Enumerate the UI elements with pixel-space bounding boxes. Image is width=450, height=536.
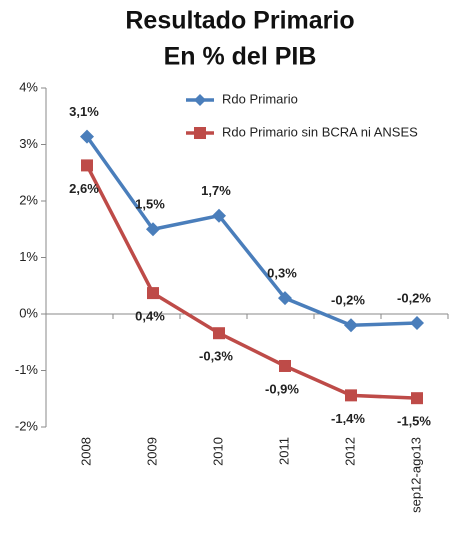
data-label: -1,5% (397, 414, 431, 429)
x-tick-label: 2009 (144, 437, 159, 466)
y-tick-label: -1% (15, 362, 39, 377)
point-marker (147, 287, 159, 300)
x-tick-label: 2008 (78, 437, 93, 466)
data-label: 0,4% (135, 309, 165, 324)
x-tick-label: 2010 (210, 437, 225, 466)
data-label: -0,9% (265, 381, 299, 396)
legend-marker (194, 127, 206, 139)
legend-label: Rdo Primario sin BCRA ni ANSES (222, 124, 418, 139)
data-label: 0,3% (267, 266, 297, 281)
x-tick-label: sep12-ago13 (408, 437, 423, 513)
data-label: -0,2% (331, 293, 365, 308)
data-label: -1,4% (331, 411, 365, 426)
legend-label: Rdo Primario (222, 91, 298, 106)
point-marker (411, 392, 423, 405)
data-label: 1,7% (201, 183, 231, 198)
y-tick-label: 4% (19, 79, 38, 94)
series-line (85, 135, 418, 328)
point-marker (410, 316, 424, 331)
point-marker (212, 208, 226, 223)
series-line (85, 164, 418, 400)
point-marker (344, 318, 358, 333)
point-marker (213, 327, 225, 340)
y-tick-label: 0% (19, 305, 38, 320)
point-marker (146, 222, 160, 237)
data-label: 1,5% (135, 197, 165, 212)
data-label: 2,6% (69, 181, 99, 196)
point-marker (279, 359, 291, 372)
point-marker (278, 291, 292, 306)
x-tick-label: 2012 (342, 437, 357, 466)
point-marker (80, 129, 94, 144)
x-tick-label: 2011 (276, 437, 291, 465)
y-tick-label: 3% (19, 136, 38, 151)
chart-title: Resultado Primario (125, 7, 354, 35)
point-marker (81, 159, 93, 172)
y-tick-label: -2% (15, 418, 39, 433)
legend-marker (194, 94, 206, 106)
data-label: -0,2% (397, 290, 431, 305)
data-label: -0,3% (199, 349, 233, 364)
data-label: 3,1% (69, 104, 99, 119)
point-marker (345, 389, 357, 402)
y-tick-label: 2% (19, 192, 38, 207)
chart-subtitle: En % del PIB (164, 43, 317, 71)
y-tick-label: 1% (19, 249, 38, 264)
